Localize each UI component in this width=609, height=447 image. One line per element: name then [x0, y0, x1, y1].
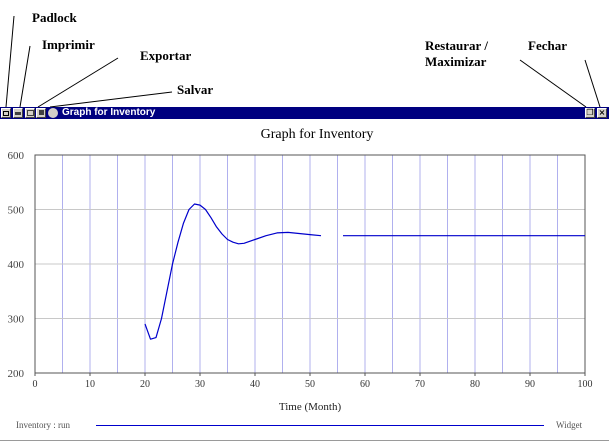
- leader-exportar: [37, 57, 119, 108]
- callout-restaurar-maximizar: Restaurar / Maximizar: [425, 38, 488, 70]
- window-icon: [48, 108, 58, 118]
- x-tick-label: 40: [250, 379, 260, 390]
- leader-salvar: [49, 91, 173, 108]
- y-tick-label: 300: [8, 314, 25, 326]
- titlebar-gap: [180, 105, 248, 108]
- chart-series: [144, 203, 585, 340]
- legend-units-label: Widget: [556, 420, 583, 430]
- x-tick-label: 70: [415, 379, 425, 390]
- x-tick-label: 90: [525, 379, 535, 390]
- padlock-button[interactable]: [1, 108, 11, 118]
- chart-title: Graph for Inventory: [261, 127, 374, 142]
- export-icon: [26, 110, 34, 116]
- callout-padlock: Padlock: [32, 10, 77, 25]
- callout-leader-lines: [5, 15, 601, 108]
- inventory-chart: Graph for Inventory 200 300 400 500 600 0 10 2…: [8, 127, 593, 413]
- x-tick-label: 30: [195, 379, 205, 390]
- y-tick-label: 400: [8, 259, 25, 271]
- x-tick-label: 50: [305, 379, 315, 390]
- x-tick-label: 60: [360, 379, 370, 390]
- x-axis-label: Time (Month): [279, 401, 342, 413]
- close-button[interactable]: ×: [597, 108, 607, 118]
- x-tick-label: 20: [140, 379, 150, 390]
- print-button[interactable]: [13, 108, 23, 118]
- window-title: Graph for Inventory: [62, 107, 156, 118]
- export-button[interactable]: [25, 108, 35, 118]
- callout-restaurar-line2: Maximizar: [425, 54, 487, 69]
- callout-restaurar-line1: Restaurar /: [425, 38, 488, 53]
- bottom-divider: [0, 440, 609, 441]
- x-tick-label: 0: [33, 379, 38, 390]
- y-axis-ticks: 200 300 400 500 600: [8, 150, 25, 380]
- callout-fechar: Fechar: [528, 38, 567, 53]
- save-button[interactable]: [36, 108, 46, 118]
- leader-padlock: [5, 15, 15, 108]
- callout-exportar: Exportar: [140, 48, 192, 63]
- legend-series-swatch: [96, 425, 544, 426]
- legend-series-label: Inventory : run: [16, 420, 70, 430]
- series-line-segment-1: [144, 203, 322, 340]
- leader-fechar: [584, 59, 601, 108]
- leader-restaurar: [519, 59, 587, 108]
- y-tick-label: 600: [8, 150, 25, 162]
- y-tick-label: 200: [8, 368, 25, 380]
- x-tick-label: 80: [470, 379, 480, 390]
- x-tick-label: 100: [578, 379, 593, 390]
- x-tick-label: 10: [85, 379, 95, 390]
- leader-imprimir: [19, 45, 31, 108]
- x-axis-ticks: 0 10 20 30 40 50 60 70 80 90 100: [33, 373, 593, 390]
- print-icon: [15, 112, 21, 115]
- chart-grid: [35, 155, 585, 373]
- padlock-icon: [3, 111, 9, 116]
- callout-salvar: Salvar: [177, 82, 214, 97]
- y-tick-label: 500: [8, 205, 25, 217]
- callout-imprimir: Imprimir: [42, 37, 95, 52]
- restore-maximize-button[interactable]: ❐: [585, 108, 595, 118]
- window-titlebar: Graph for Inventory ❐ ×: [0, 107, 609, 119]
- save-icon: [38, 110, 44, 115]
